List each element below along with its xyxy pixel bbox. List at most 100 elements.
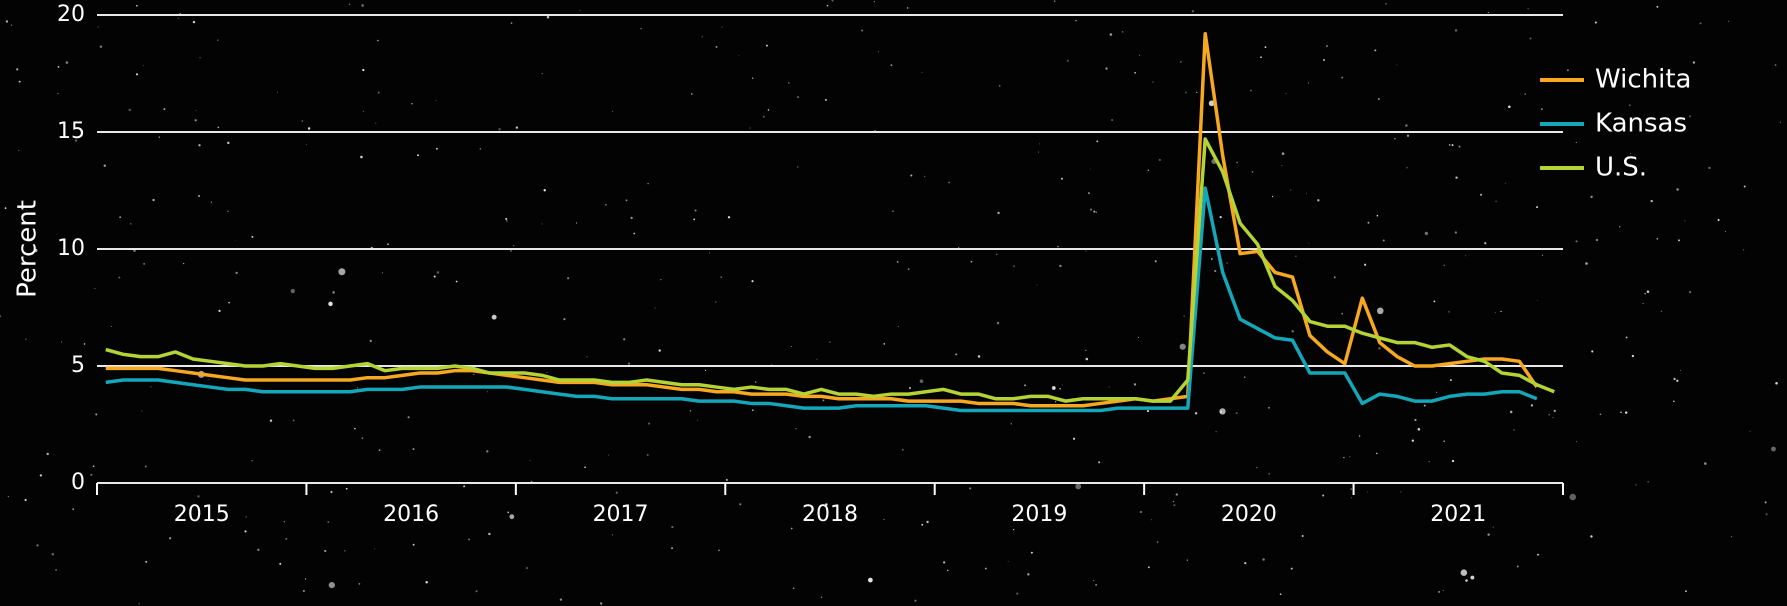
star xyxy=(958,247,960,249)
star xyxy=(1660,310,1663,313)
star xyxy=(1417,428,1421,431)
star xyxy=(1085,250,1087,252)
star xyxy=(1537,553,1539,556)
star xyxy=(658,349,661,352)
star xyxy=(1504,182,1506,184)
star xyxy=(228,301,230,304)
star xyxy=(1423,404,1426,407)
star xyxy=(1156,541,1159,543)
star xyxy=(902,449,904,451)
star xyxy=(997,211,1000,215)
star xyxy=(955,353,958,356)
star xyxy=(825,503,828,506)
star xyxy=(1061,177,1063,180)
x-tick-label: 2018 xyxy=(802,502,858,527)
star xyxy=(305,143,307,145)
x-tick-label: 2020 xyxy=(1221,502,1277,527)
star xyxy=(1724,231,1726,233)
star xyxy=(1484,242,1487,245)
star xyxy=(1685,590,1687,593)
star xyxy=(647,183,649,185)
star xyxy=(491,314,497,320)
star xyxy=(1509,410,1513,414)
star xyxy=(1134,71,1137,74)
star xyxy=(996,253,998,255)
star xyxy=(1451,459,1455,463)
star xyxy=(1215,431,1217,433)
star xyxy=(541,72,543,75)
star xyxy=(892,210,894,212)
star xyxy=(816,358,818,360)
star xyxy=(142,65,144,67)
star xyxy=(1256,467,1258,469)
star xyxy=(1281,152,1285,155)
star xyxy=(704,369,707,371)
star xyxy=(1290,567,1293,570)
star xyxy=(72,508,74,510)
star xyxy=(1350,497,1353,499)
star xyxy=(304,578,307,580)
star xyxy=(1172,500,1175,503)
star xyxy=(354,427,356,430)
star xyxy=(1595,238,1599,242)
star xyxy=(792,587,795,590)
star xyxy=(1448,144,1451,146)
star xyxy=(425,580,428,584)
star xyxy=(55,568,58,571)
star xyxy=(996,321,1000,325)
star xyxy=(135,73,139,76)
star xyxy=(767,109,770,111)
star xyxy=(1646,290,1650,293)
star xyxy=(468,538,470,541)
star xyxy=(1194,412,1198,415)
star xyxy=(74,139,78,142)
star xyxy=(1374,49,1377,52)
star xyxy=(530,480,533,483)
star xyxy=(720,276,723,279)
star xyxy=(1650,199,1653,203)
star xyxy=(217,126,220,129)
star xyxy=(1594,21,1597,24)
star xyxy=(1428,461,1430,463)
star xyxy=(417,154,419,157)
star xyxy=(1089,208,1093,211)
star xyxy=(1179,60,1182,63)
star xyxy=(257,548,260,551)
star xyxy=(328,581,335,589)
star xyxy=(1226,262,1228,264)
star xyxy=(7,495,10,498)
star xyxy=(292,419,295,422)
star xyxy=(119,216,122,219)
star xyxy=(529,460,531,461)
star xyxy=(1175,493,1178,496)
star xyxy=(1433,300,1436,303)
star xyxy=(435,147,438,150)
star xyxy=(1487,11,1489,13)
star xyxy=(285,537,288,540)
star xyxy=(1016,592,1019,595)
star xyxy=(943,561,946,564)
star xyxy=(1184,91,1187,94)
star xyxy=(739,503,742,506)
star xyxy=(245,516,247,518)
star xyxy=(1575,441,1578,443)
star xyxy=(738,54,740,56)
star xyxy=(623,338,626,341)
star xyxy=(1487,533,1490,536)
star xyxy=(1449,379,1452,381)
star xyxy=(1454,231,1457,234)
star xyxy=(831,0,834,2)
star xyxy=(1152,81,1154,83)
star xyxy=(1322,494,1325,497)
star xyxy=(861,29,864,32)
star xyxy=(604,203,607,206)
star xyxy=(1743,249,1745,251)
star xyxy=(163,108,166,111)
star xyxy=(455,280,458,283)
star xyxy=(145,560,148,563)
star xyxy=(970,260,973,263)
star xyxy=(1529,37,1532,40)
star xyxy=(709,252,710,254)
star xyxy=(1013,528,1015,531)
